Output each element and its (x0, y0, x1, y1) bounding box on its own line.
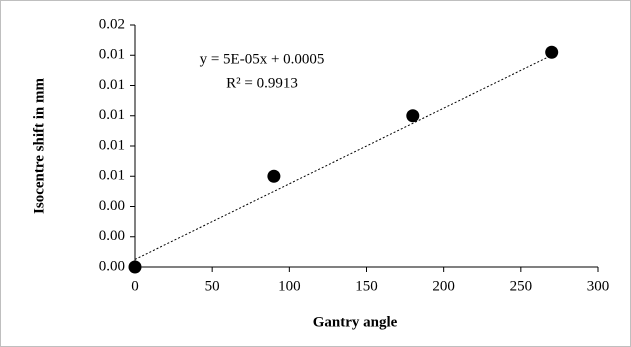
y-tick-label: 0.01 (99, 107, 125, 123)
x-tick-label: 0 (131, 278, 139, 294)
y-tick-label: 0.02 (99, 16, 125, 32)
x-tick-label: 300 (587, 278, 610, 294)
x-tick-label: 100 (278, 278, 301, 294)
trend-equation: y = 5E-05x + 0.0005 (200, 51, 325, 67)
y-axis-label: Isocentre shift in mm (31, 78, 47, 214)
trendline (134, 54, 552, 260)
data-point (406, 109, 420, 123)
y-tick-label: 0.00 (99, 198, 125, 214)
x-tick-label: 50 (205, 278, 220, 294)
y-tick-label: 0.00 (99, 258, 125, 274)
x-tick-label: 250 (510, 278, 533, 294)
data-point (128, 260, 142, 274)
y-tick-label: 0.01 (99, 77, 125, 93)
data-point (267, 169, 281, 183)
x-axis-label: Gantry angle (313, 314, 398, 330)
data-point (545, 45, 559, 59)
x-tick-label: 150 (355, 278, 378, 294)
y-tick-label: 0.00 (99, 228, 125, 244)
y-tick-label: 0.01 (99, 168, 125, 184)
trend-r2: R² = 0.9913 (226, 75, 298, 91)
x-tick-label: 200 (432, 278, 455, 294)
y-tick-label: 0.01 (99, 47, 125, 63)
y-tick-label: 0.01 (99, 137, 125, 153)
